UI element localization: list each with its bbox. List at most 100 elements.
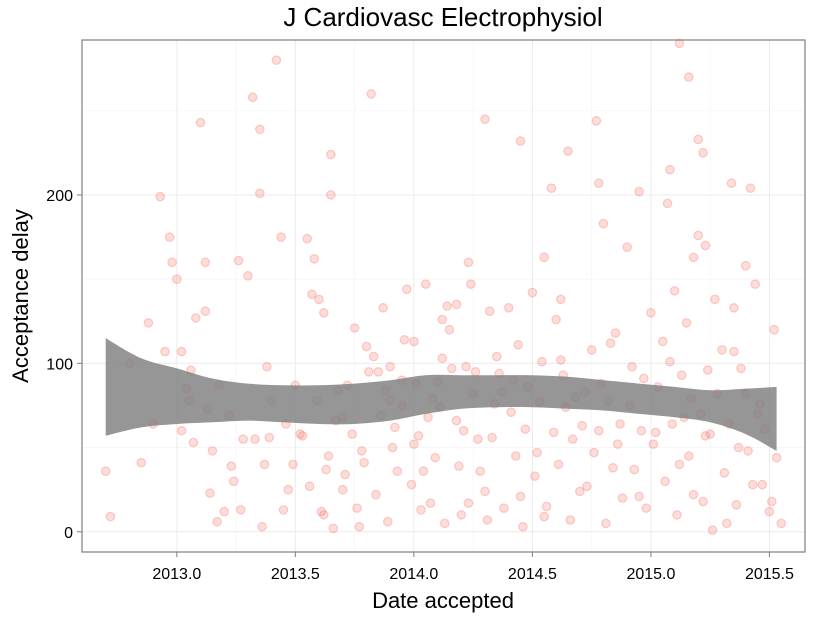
data-point (418, 466, 429, 476)
data-point (641, 503, 651, 513)
data-point (553, 459, 564, 470)
data-point (598, 218, 609, 229)
data-point (491, 351, 502, 362)
data-point (548, 427, 559, 438)
data-point (361, 341, 372, 352)
data-point (518, 521, 528, 532)
data-point (363, 366, 374, 377)
data-point (371, 489, 381, 500)
data-point (442, 301, 452, 311)
data-point (278, 505, 289, 515)
data-point (326, 190, 336, 200)
data-point (309, 254, 320, 264)
data-point (385, 361, 395, 372)
data-point (574, 486, 585, 497)
data-point (276, 232, 286, 242)
data-point (264, 432, 275, 443)
data-point (458, 425, 469, 436)
data-point (314, 294, 324, 305)
data-point (368, 351, 379, 362)
data-point (465, 279, 476, 289)
data-point (650, 427, 661, 438)
data-point (484, 306, 495, 316)
data-point (515, 136, 526, 146)
data-point (622, 242, 632, 252)
data-point (681, 318, 692, 328)
data-point (515, 491, 526, 502)
y-tick-label: 100 (46, 356, 73, 373)
x-tick-label: 2015.5 (745, 566, 794, 583)
data-point (283, 484, 293, 495)
x-tick-label: 2014.0 (389, 566, 438, 583)
x-tick-label: 2014.5 (508, 566, 557, 583)
data-point (700, 430, 711, 441)
data-point (399, 334, 410, 345)
data-point (539, 511, 549, 522)
data-point (191, 313, 201, 323)
data-point (318, 307, 329, 318)
data-point (693, 134, 704, 145)
data-point (250, 434, 260, 444)
data-point (409, 439, 419, 449)
data-point (764, 506, 775, 517)
data-point (555, 294, 566, 305)
data-point (731, 499, 742, 510)
data-point (164, 232, 175, 242)
data-point (698, 496, 708, 507)
confidence-band (105, 338, 777, 451)
data-point (439, 518, 450, 529)
data-point (546, 183, 557, 193)
data-point (743, 446, 753, 456)
data-point (532, 447, 542, 458)
data-point (608, 462, 618, 473)
data-point (506, 407, 516, 417)
data-point (316, 506, 327, 517)
data-point (698, 148, 708, 158)
y-axis: 0 100 200 (46, 188, 82, 542)
data-point (382, 516, 393, 527)
data-point (446, 363, 457, 374)
data-point (236, 505, 246, 515)
y-axis-title: Acceptance delay (8, 209, 33, 383)
data-point (660, 476, 670, 487)
data-point (473, 434, 483, 444)
data-point (736, 363, 746, 374)
data-point (257, 521, 267, 532)
y-tick-label: 200 (46, 188, 73, 205)
data-point (354, 521, 365, 532)
data-point (373, 366, 384, 377)
data-point (451, 415, 462, 426)
data-point (456, 510, 467, 520)
data-point (627, 361, 637, 372)
data-points (100, 38, 787, 535)
data-point (480, 486, 490, 497)
data-point (634, 491, 644, 502)
data-point (529, 471, 540, 481)
data-point (423, 412, 433, 423)
data-point (302, 233, 312, 244)
data-point (563, 146, 573, 156)
data-point (593, 178, 604, 188)
data-point (271, 55, 282, 65)
data-point (646, 307, 656, 318)
data-point (667, 419, 678, 429)
x-axis-title: Date accepted (372, 588, 514, 613)
data-point (259, 459, 270, 470)
data-point (461, 361, 471, 372)
data-point (430, 452, 440, 463)
data-point (207, 446, 218, 456)
data-point (328, 523, 339, 534)
data-point (589, 447, 599, 458)
data-point (356, 446, 367, 456)
data-point (487, 432, 497, 443)
data-point (674, 459, 685, 470)
data-point (321, 464, 331, 475)
data-point (565, 515, 576, 525)
data-point (416, 505, 426, 515)
data-point (167, 257, 177, 268)
data-point (340, 469, 350, 480)
data-point (693, 230, 704, 241)
data-point (520, 424, 531, 434)
data-point (401, 284, 412, 295)
